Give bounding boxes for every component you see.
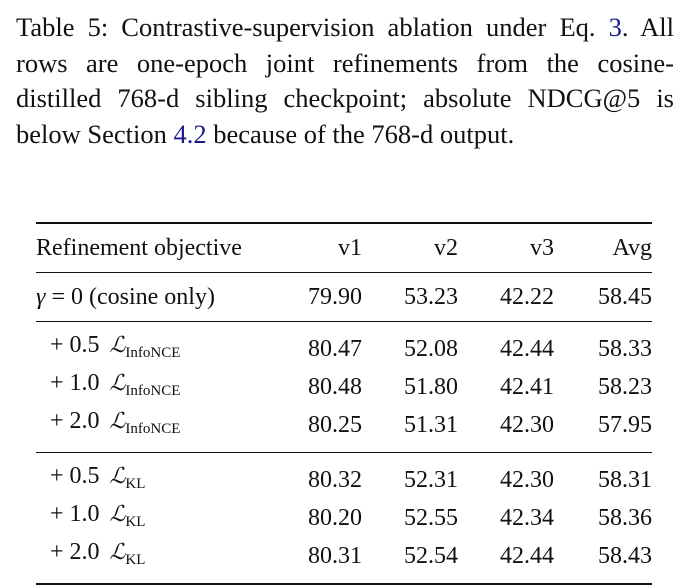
value-v3: 42.22 [500, 284, 554, 310]
value-v2: 52.55 [404, 505, 458, 531]
value-avg: 58.33 [598, 336, 652, 362]
value-v3: 42.34 [500, 505, 554, 531]
caption-middle: . All rows are one-epoch joint refinemen… [16, 12, 674, 149]
equation-reference-link[interactable]: 3 [608, 12, 622, 42]
value-avg: 58.31 [598, 467, 652, 493]
table-row-baseline: γ = 0 (cosine only) 79.90 53.23 42.22 58… [36, 272, 652, 322]
value-v1: 80.47 [308, 336, 362, 362]
objective-cell: + 1.0 ℒInfoNCE [36, 368, 288, 406]
value-avg: 58.43 [598, 543, 652, 569]
value-v1: 80.25 [308, 412, 362, 438]
weight-prefix: + 1.0 [50, 370, 106, 396]
table-row-kl: + 1.0 ℒKL 80.20 52.55 42.34 58.36 [36, 499, 652, 537]
loss-symbol: ℒ [109, 502, 126, 527]
value-avg: 58.23 [598, 374, 652, 400]
table-row-infonce: + 1.0 ℒInfoNCE 80.48 51.80 42.41 58.23 [36, 368, 652, 406]
value-v3: 42.44 [500, 543, 554, 569]
objective-cell: + 0.5 ℒKL [36, 453, 288, 500]
header-v3: v3 [530, 235, 554, 261]
value-v1: 80.32 [308, 467, 362, 493]
ablation-table: Refinement objective v1 v2 v3 Avg γ = 0 … [36, 222, 652, 585]
header-v2: v2 [434, 235, 458, 261]
loss-subscript: KL [125, 476, 146, 492]
loss-subscript: InfoNCE [125, 421, 181, 437]
loss-symbol: ℒ [109, 409, 126, 434]
gamma-symbol: γ [36, 284, 46, 310]
value-avg: 57.95 [598, 412, 652, 438]
objective-cell: + 0.5 ℒInfoNCE [36, 322, 288, 369]
table-row-infonce: + 2.0 ℒInfoNCE 80.25 51.31 42.30 57.95 [36, 406, 652, 453]
loss-symbol: ℒ [109, 371, 126, 396]
value-v2: 53.23 [404, 284, 458, 310]
objective-cell: + 2.0 ℒInfoNCE [36, 406, 288, 453]
header-objective: Refinement objective [36, 235, 242, 261]
table-header-row: Refinement objective v1 v2 v3 Avg [36, 223, 652, 273]
loss-subscript: InfoNCE [125, 383, 181, 399]
objective-cell: + 1.0 ℒKL [36, 499, 288, 537]
loss-symbol: ℒ [109, 464, 126, 489]
value-v3: 42.30 [500, 467, 554, 493]
value-v1: 80.20 [308, 505, 362, 531]
header-v1: v1 [338, 235, 362, 261]
table-caption: Table 5: Contrastive-supervision ablatio… [16, 10, 674, 152]
weight-prefix: + 0.5 [50, 332, 106, 358]
value-v2: 52.31 [404, 467, 458, 493]
value-v2: 51.31 [404, 412, 458, 438]
loss-subscript: InfoNCE [125, 345, 181, 361]
loss-subscript: KL [125, 514, 146, 530]
value-v2: 52.08 [404, 336, 458, 362]
section-reference-link[interactable]: 4.2 [173, 118, 207, 149]
value-v3: 42.30 [500, 412, 554, 438]
value-v1: 80.31 [308, 543, 362, 569]
loss-subscript: KL [125, 552, 146, 568]
value-v1: 79.90 [308, 284, 362, 310]
baseline-label: = 0 (cosine only) [45, 284, 215, 310]
value-v2: 51.80 [404, 374, 458, 400]
objective-cell: + 2.0 ℒKL [36, 537, 288, 584]
value-v3: 42.44 [500, 336, 554, 362]
header-avg: Avg [612, 235, 652, 261]
table-row-kl: + 2.0 ℒKL 80.31 52.54 42.44 58.43 [36, 537, 652, 584]
objective-cell: γ = 0 (cosine only) [36, 273, 288, 322]
loss-symbol: ℒ [109, 333, 126, 358]
caption-tail: because of the 768-d output. [206, 118, 515, 149]
value-v1: 80.48 [308, 374, 362, 400]
value-avg: 58.36 [598, 505, 652, 531]
weight-prefix: + 0.5 [50, 463, 106, 489]
value-v2: 52.54 [404, 543, 458, 569]
weight-prefix: + 1.0 [50, 501, 106, 527]
table-row-kl: + 0.5 ℒKL 80.32 52.31 42.30 58.31 [36, 452, 652, 500]
value-avg: 58.45 [598, 284, 652, 310]
table-row-infonce: + 0.5 ℒInfoNCE 80.47 52.08 42.44 58.33 [36, 321, 652, 369]
caption-lead: Table 5: Contrastive-supervision ablatio… [16, 12, 609, 42]
weight-prefix: + 2.0 [50, 539, 106, 565]
weight-prefix: + 2.0 [50, 408, 106, 434]
value-v3: 42.41 [500, 374, 554, 400]
